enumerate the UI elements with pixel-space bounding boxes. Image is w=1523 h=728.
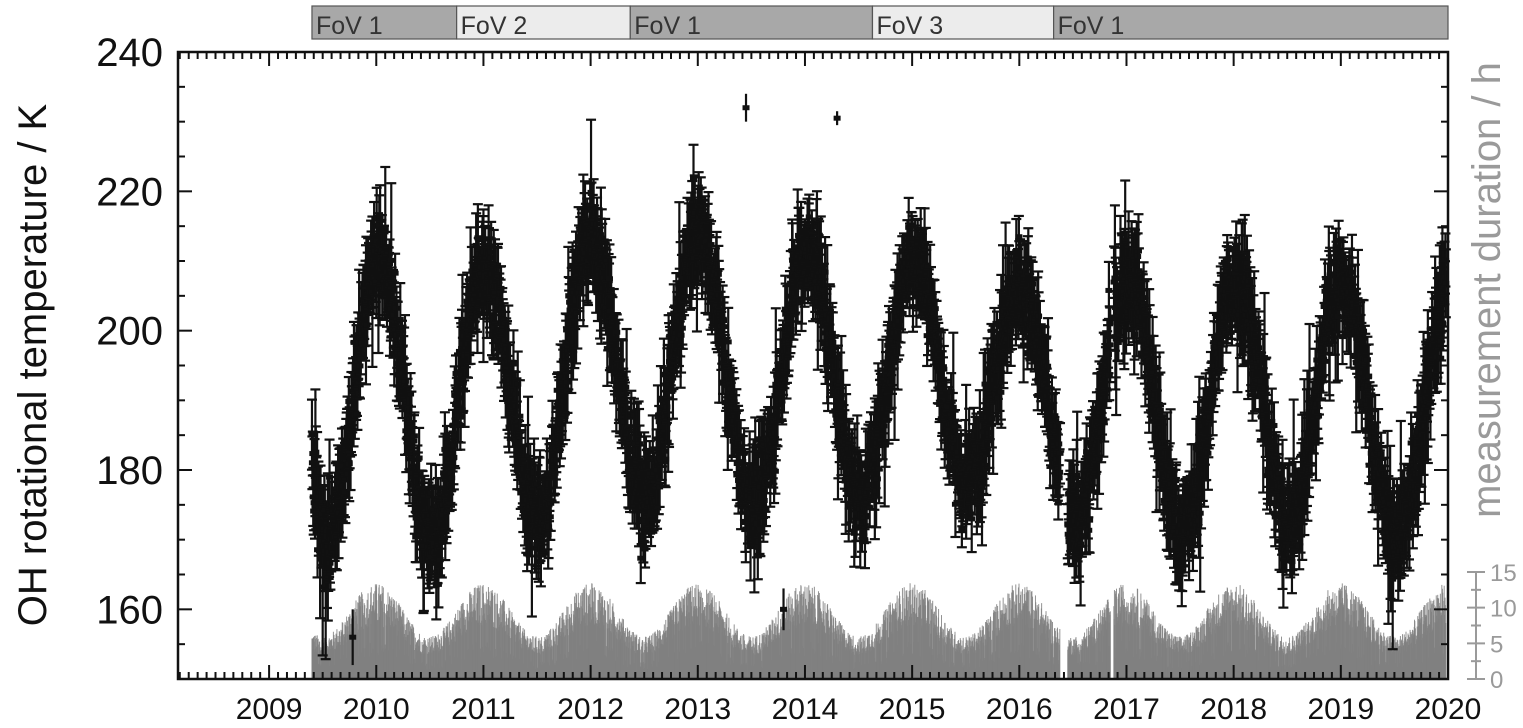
data-point: [353, 411, 361, 417]
data-point: [401, 378, 409, 384]
fov-segment-3: [629, 5, 874, 40]
data-point: [398, 341, 406, 347]
data-point: [312, 449, 320, 455]
data-point: [387, 257, 395, 263]
data-point: [321, 507, 329, 513]
data-point: [314, 547, 322, 553]
data-point: [396, 316, 404, 322]
data-point: [363, 322, 371, 328]
data-point: [335, 510, 343, 516]
data-point: [362, 270, 370, 276]
data-point: [381, 226, 389, 232]
temperature-points: [306, 93, 1451, 666]
data-point: [317, 485, 325, 491]
fov-segment-1: [311, 5, 458, 40]
data-point: [344, 471, 352, 477]
fov-segment-label: FoV 1: [1058, 12, 1125, 40]
data-point: [376, 213, 384, 219]
data-point: [378, 247, 386, 253]
data-point: [391, 270, 399, 276]
data-point: [341, 489, 349, 495]
data-point: [333, 533, 341, 539]
data-point: [415, 455, 423, 461]
data-point: [414, 490, 422, 496]
data-point: [334, 461, 342, 467]
fov-segment-2: [456, 5, 631, 40]
fov-segment-label: FoV 2: [461, 12, 528, 40]
fov-segment-label: FoV 3: [876, 12, 943, 40]
data-point: [427, 490, 435, 496]
fov-segment-label: FoV 1: [316, 12, 383, 40]
data-point: [326, 570, 334, 576]
data-point: [316, 556, 324, 562]
data-point: [428, 554, 436, 560]
data-point: [420, 544, 428, 550]
fov-bar: FoV 1 FoV 2 FoV 1 FoV 3 FoV 1: [311, 5, 1449, 40]
data-point: [418, 556, 426, 562]
data-point: [353, 385, 361, 391]
data-point: [386, 260, 394, 266]
fov-segment-5: [1053, 5, 1449, 40]
data-point: [390, 312, 398, 318]
data-point: [425, 493, 433, 499]
data-point: [417, 540, 425, 546]
data-point: [322, 582, 330, 588]
data-point: [410, 433, 418, 439]
duration-bars: [311, 583, 1447, 679]
data-point: [332, 540, 340, 546]
data-point: [432, 497, 440, 503]
fov-segment-label: FoV 1: [634, 12, 701, 40]
data-point: [376, 285, 384, 291]
data-point: [406, 467, 414, 473]
data-point: [370, 274, 378, 280]
data-point: [317, 538, 325, 544]
